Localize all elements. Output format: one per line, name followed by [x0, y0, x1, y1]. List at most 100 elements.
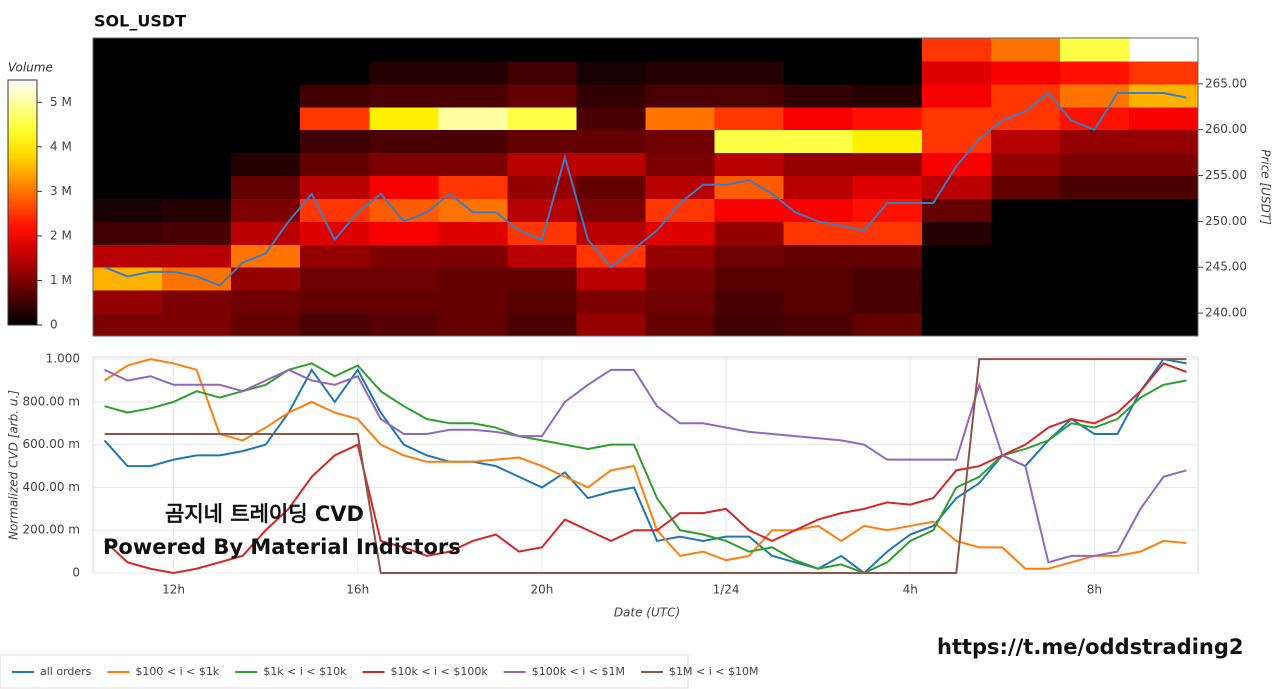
heat-cell	[438, 221, 508, 245]
heat-cell	[576, 313, 646, 337]
colorbar-tick-label: 4 M	[50, 139, 72, 153]
heat-cell	[645, 152, 716, 177]
heat-cell	[645, 290, 716, 314]
heat-cell	[369, 221, 439, 245]
heat-cell	[990, 60, 1061, 85]
heat-cell	[438, 267, 508, 291]
heat-cell	[369, 290, 439, 314]
heat-cell	[852, 129, 923, 154]
heat-cell	[369, 38, 439, 62]
heat-cell	[369, 198, 439, 222]
y-tick-label: 240.00	[1205, 306, 1247, 320]
heat-cell	[231, 60, 301, 85]
heat-cell	[576, 152, 646, 177]
heat-cell	[369, 267, 439, 291]
heat-cell	[921, 175, 992, 199]
heat-cell	[438, 290, 508, 314]
heat-cell	[990, 175, 1061, 199]
x-tick-label: 1/24	[713, 583, 740, 597]
heat-cell	[921, 83, 992, 108]
heat-cell	[1128, 175, 1199, 199]
heat-cell	[507, 313, 577, 337]
heat-cell	[852, 106, 923, 131]
heat-cell	[231, 152, 301, 177]
heat-cell	[1059, 221, 1130, 245]
heat-cell	[1059, 83, 1130, 108]
heat-cell	[921, 152, 992, 177]
heat-cell	[852, 60, 923, 85]
heat-cell	[645, 129, 716, 154]
heat-cell	[369, 129, 439, 154]
heat-cell	[93, 313, 163, 337]
heat-cell	[438, 152, 508, 177]
heat-cell	[1059, 38, 1130, 62]
heat-cell	[93, 60, 163, 85]
heat-cell	[438, 198, 508, 222]
heat-cell	[852, 198, 923, 222]
heat-cell	[714, 290, 785, 314]
heat-cell	[714, 106, 785, 131]
heat-cell	[576, 267, 646, 291]
heat-cell	[231, 38, 301, 62]
heat-cell	[645, 83, 716, 108]
legend-label: all orders	[40, 665, 92, 678]
heat-cell	[300, 221, 370, 245]
heat-cell	[921, 60, 992, 85]
heat-cell	[507, 198, 577, 222]
heat-cell	[93, 152, 163, 177]
heat-cell	[438, 129, 508, 154]
heat-cell	[576, 106, 646, 131]
legend-label: $100 < i < $1k	[135, 665, 219, 678]
colorbar-tick-label: 2 M	[50, 228, 72, 242]
heat-cell	[507, 38, 577, 62]
heat-cell	[714, 221, 785, 245]
colorbar-label: Volume	[8, 61, 53, 75]
heat-cell	[231, 313, 301, 337]
heat-cell	[300, 83, 370, 108]
heat-cell	[369, 83, 439, 108]
price-line	[104, 91, 1187, 287]
y-tick-label: 245.00	[1205, 260, 1247, 274]
heat-cell	[783, 60, 854, 85]
heat-cell	[576, 290, 646, 314]
heat-cell	[507, 106, 577, 131]
heat-cell	[783, 267, 854, 291]
heat-cell	[576, 38, 646, 62]
heat-cell	[990, 244, 1061, 268]
heat-cell	[369, 175, 439, 199]
heat-cell	[576, 83, 646, 108]
heat-cell	[852, 152, 923, 177]
heat-cell	[645, 313, 716, 337]
heat-cell	[231, 83, 301, 108]
colorbar-tick-label: 0	[50, 318, 58, 332]
heat-cell	[1059, 106, 1130, 131]
heat-cell	[645, 38, 716, 62]
heat-cell	[438, 313, 508, 337]
heat-cell	[162, 175, 232, 199]
heat-cell	[438, 106, 508, 131]
heat-cell	[576, 244, 646, 268]
heat-cell	[714, 38, 785, 62]
heat-cell	[1128, 198, 1199, 222]
heat-cell	[93, 129, 163, 154]
heat-cell	[1059, 198, 1130, 222]
chart-title: SOL_USDT	[94, 12, 186, 31]
heat-cell	[990, 267, 1061, 291]
heat-cell	[507, 290, 577, 314]
heat-cell	[162, 38, 232, 62]
heat-cell	[990, 38, 1061, 62]
legend-label: $1k < i < $10k	[263, 665, 347, 678]
heat-cell	[162, 83, 232, 108]
heat-cell	[852, 175, 923, 199]
heat-cell	[1059, 129, 1130, 154]
heat-cell	[369, 313, 439, 337]
heat-cell	[1059, 244, 1130, 268]
x-tick-label: 4h	[903, 583, 918, 597]
heat-cell	[645, 60, 716, 85]
heat-cell	[921, 221, 992, 245]
x-axis-label: Date (UTC)	[614, 606, 680, 620]
heat-cell	[1059, 152, 1130, 177]
cvd-line	[103, 362, 1187, 575]
heat-cell	[852, 267, 923, 291]
heat-cell	[300, 267, 370, 291]
